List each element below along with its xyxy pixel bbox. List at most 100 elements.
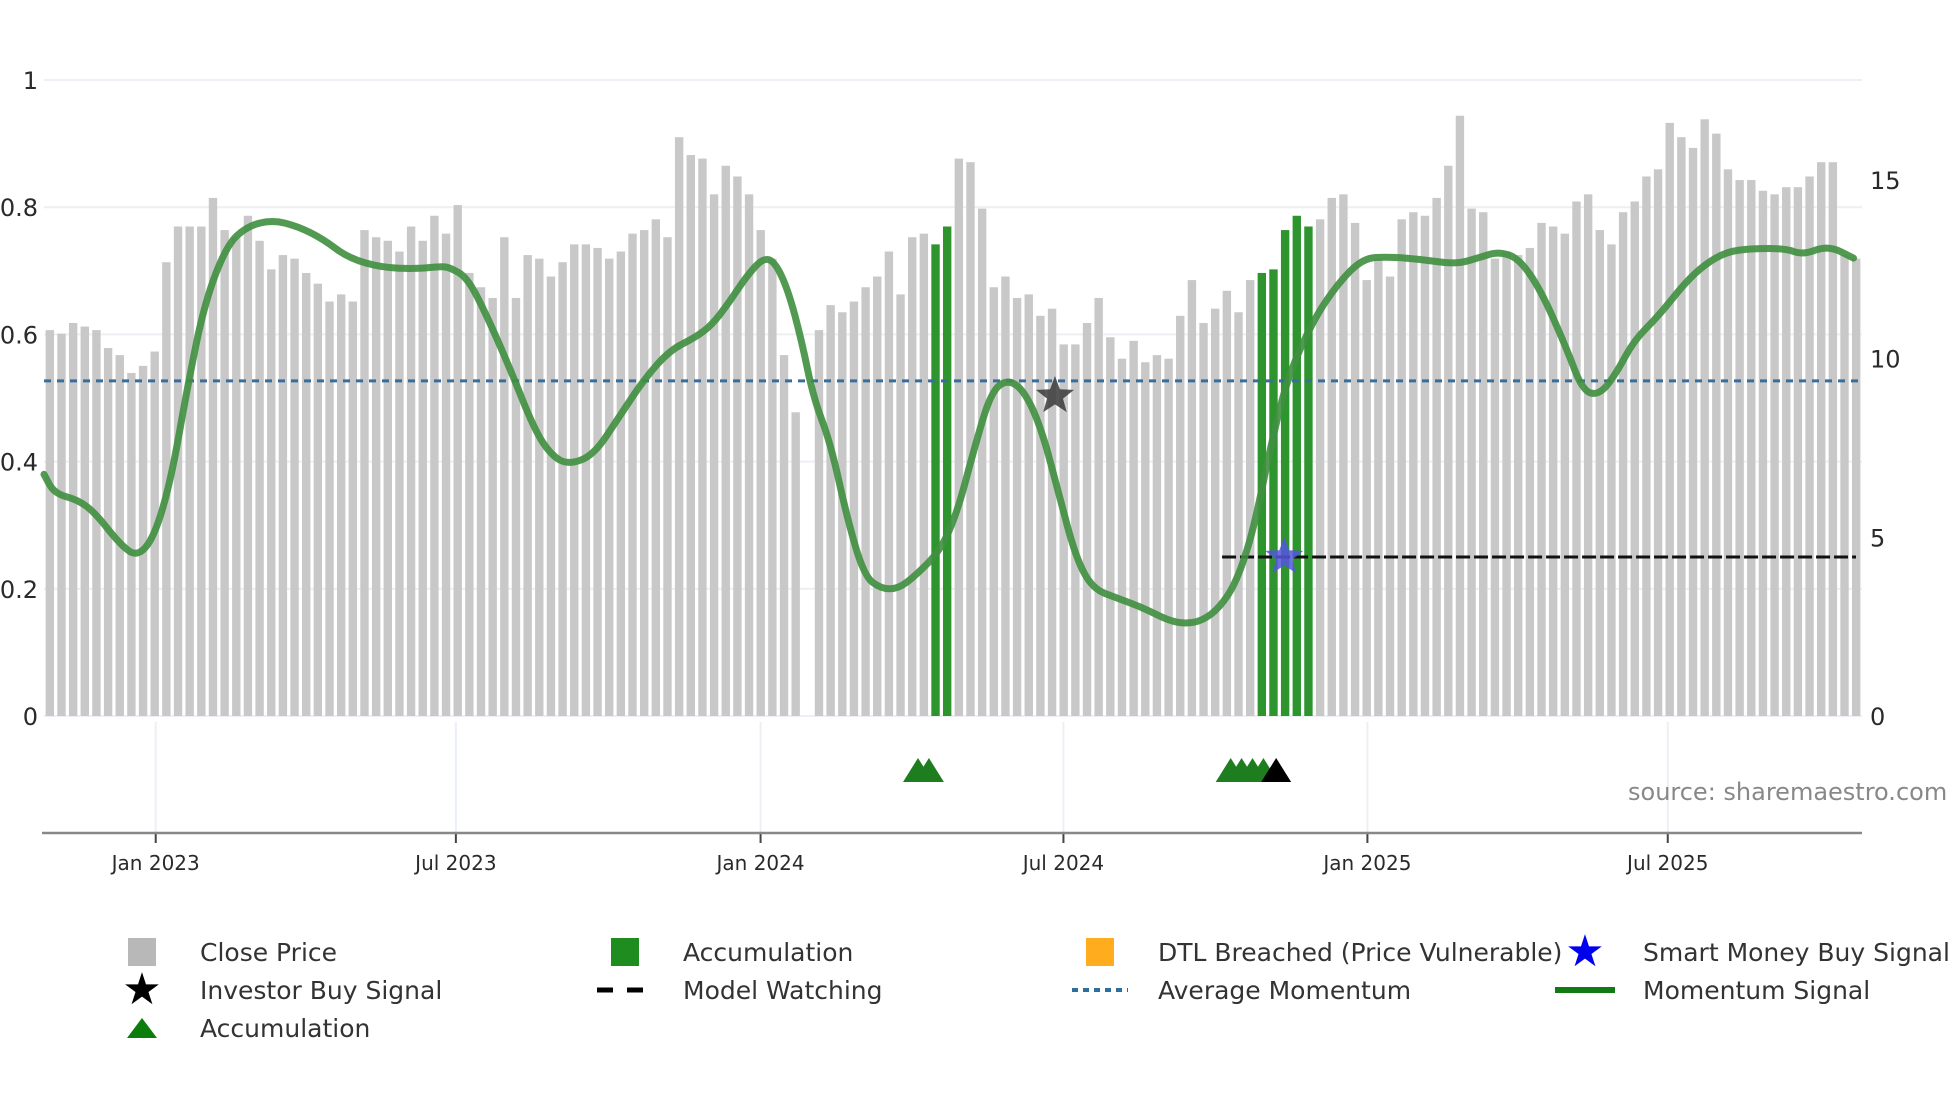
- close-price-bar: [1479, 212, 1488, 716]
- close-price-bar: [1735, 180, 1744, 717]
- close-price-bar: [1747, 180, 1756, 717]
- close-price-bar: [1793, 187, 1803, 716]
- close-price-bar: [1385, 276, 1395, 716]
- close-price-bar: [1082, 322, 1092, 716]
- close-price-bar: [57, 333, 66, 716]
- square-gray-icon: [112, 935, 172, 969]
- close-price-bar: [1502, 251, 1511, 716]
- close-price-bar: [954, 158, 964, 716]
- source-label: source: sharemaestro.com: [1628, 778, 1948, 806]
- close-price-bar: [1548, 226, 1558, 716]
- close-price-bar: [1164, 358, 1173, 716]
- close-price-bar: [546, 276, 556, 716]
- accumulation-bar: [1280, 230, 1290, 716]
- left-axis-tick: 0.6: [0, 321, 38, 349]
- close-price-bar: [1234, 312, 1243, 716]
- close-price-bar: [441, 233, 451, 716]
- legend-close-price[interactable]: Close Price: [112, 935, 337, 969]
- legend-smart-money[interactable]: ★ Smart Money Buy Signal: [1555, 926, 1950, 977]
- left-axis-tick: 0.8: [0, 194, 38, 222]
- close-price-bar: [1572, 201, 1581, 716]
- legend-dtl-breached[interactable]: DTL Breached (Price Vulnerable): [1070, 935, 1562, 969]
- close-price-bar: [908, 237, 917, 716]
- close-price-bar: [581, 244, 591, 716]
- legend-momentum-signal[interactable]: Momentum Signal: [1555, 973, 1870, 1007]
- close-price-bar: [523, 255, 532, 716]
- star-blue-icon: ★: [1565, 926, 1605, 977]
- square-green-icon: [595, 935, 655, 969]
- close-price-bar: [1339, 194, 1348, 716]
- close-price-bar: [686, 155, 695, 717]
- close-price-bar: [570, 244, 579, 716]
- close-price-bar: [197, 226, 206, 716]
- close-price-bar: [977, 208, 987, 716]
- close-price-bar: [1688, 147, 1698, 716]
- close-price-bar: [1607, 244, 1616, 716]
- close-price-bar: [360, 230, 369, 716]
- close-price-bar: [791, 412, 800, 716]
- close-price-bar: [709, 194, 719, 716]
- close-price-bar: [1071, 344, 1080, 716]
- close-price-bar: [768, 258, 777, 716]
- close-price-bar: [220, 230, 229, 716]
- close-price-bar: [1653, 169, 1663, 717]
- close-price-bar: [838, 312, 847, 716]
- close-price-bar: [733, 176, 742, 716]
- left-axis-tick: 0.2: [0, 576, 38, 604]
- accumulation-triangle-icon: [913, 758, 944, 782]
- left-axis-tick: 1: [23, 67, 38, 95]
- close-price-bar: [1455, 115, 1465, 716]
- close-price-bar: [185, 226, 194, 716]
- legend-accumulation-triangle[interactable]: Accumulation: [112, 1011, 370, 1045]
- close-price-bar: [756, 230, 765, 716]
- close-price-bar: [1012, 297, 1022, 716]
- close-price-bar: [826, 305, 835, 716]
- close-price-bar: [663, 237, 672, 716]
- close-price-bar: [208, 197, 218, 717]
- close-price-bar: [1024, 294, 1033, 716]
- close-price-bar: [1129, 340, 1138, 716]
- close-price-bar: [1117, 358, 1127, 716]
- close-price-bar: [989, 287, 998, 716]
- close-price-bar: [1315, 219, 1325, 716]
- close-price-bar: [1840, 255, 1849, 716]
- close-price-bar: [1374, 258, 1383, 716]
- x-axis-tick: Jul 2025: [1625, 851, 1708, 875]
- close-price-bar: [1420, 215, 1430, 717]
- legend-average-momentum[interactable]: Average Momentum: [1070, 973, 1411, 1007]
- close-price-bar: [1723, 169, 1733, 717]
- close-price-bar: [779, 355, 789, 716]
- close-price-bar: [173, 226, 183, 716]
- close-price-bar: [80, 326, 89, 716]
- close-price-bar: [1583, 194, 1593, 716]
- close-price-bar: [1106, 337, 1115, 716]
- close-price-bar: [873, 276, 882, 716]
- legend-accumulation-bar[interactable]: Accumulation: [595, 935, 853, 969]
- close-price-bar: [849, 301, 859, 716]
- close-price-bar: [1560, 233, 1570, 716]
- close-price-bar: [558, 262, 567, 716]
- legend-investor-buy[interactable]: ★ Investor Buy Signal: [112, 964, 442, 1015]
- close-price-bar: [348, 301, 358, 716]
- close-price-bar: [919, 233, 929, 716]
- close-price-bar: [430, 215, 439, 717]
- close-price-bar: [1595, 230, 1604, 716]
- close-price-bar: [1432, 197, 1441, 717]
- close-price-bar: [1444, 165, 1453, 716]
- close-price-bar: [255, 240, 264, 717]
- star-black-icon: ★: [122, 964, 162, 1015]
- close-price-bar: [698, 158, 707, 716]
- close-price-bar: [1642, 176, 1651, 716]
- close-price-bar: [639, 230, 649, 716]
- close-price-bar: [115, 355, 124, 716]
- accumulation-bar: [1269, 269, 1278, 716]
- close-price-bar: [1782, 187, 1791, 716]
- close-price-bar: [1152, 355, 1162, 716]
- legend-model-watching[interactable]: Model Watching: [595, 973, 883, 1007]
- close-price-bar: [1618, 212, 1628, 716]
- right-axis-tick: 5: [1870, 524, 1885, 552]
- close-price-bar: [476, 287, 486, 716]
- close-price-bar: [1700, 119, 1709, 717]
- close-price-bar: [1327, 197, 1336, 717]
